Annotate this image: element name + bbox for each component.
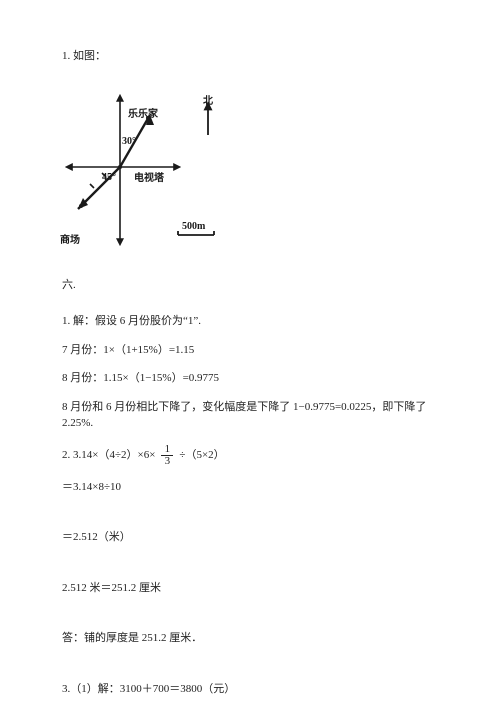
label-lele-home: 乐乐家 [128,105,158,120]
q2-left: 2. 3.14×（4÷2）×6× [62,447,155,464]
q2-right: ÷（5×2） [179,447,224,464]
q1-l2: 7 月份：1×（1+15%）=1.15 [62,342,442,359]
q1-l1: 1. 解：假设 6 月份股价为“1”. [62,313,442,330]
header-line: 1. 如图： [62,48,442,65]
label-angle45: 45° [102,172,116,183]
fraction-den: 3 [165,456,171,467]
direction-diagram: 乐乐家 北 30° 45° 电视塔 商场 500m [60,85,225,265]
q2-expr: 2. 3.14×（4÷2）×6× 1 3 ÷（5×2） [62,444,442,467]
label-mall: 商场 [60,231,80,246]
q2-unit: 2.512 米＝251.2 厘米 [62,580,442,597]
label-angle30: 30° [122,136,136,147]
label-scale: 500m [182,221,205,232]
label-north: 北 [203,92,213,107]
section-six: 六. [62,277,442,294]
q1-l4: 8 月份和 6 月份相比下降了，变化幅度是下降了 1−0.9775=0.0225… [62,399,442,432]
q2-step1: ＝3.14×8÷10 [62,479,442,496]
q3-l1: 3.（1）解：3100＋700＝3800（元） [62,681,442,698]
q2-step2: ＝2.512（米） [62,529,442,546]
fraction-num: 1 [165,444,171,455]
q1-l3: 8 月份：1.15×（1−15%）=0.9775 [62,370,442,387]
q2-answer: 答：铺的厚度是 251.2 厘米． [62,630,442,647]
fraction: 1 3 [161,444,173,467]
label-tower: 电视塔 [134,169,164,184]
